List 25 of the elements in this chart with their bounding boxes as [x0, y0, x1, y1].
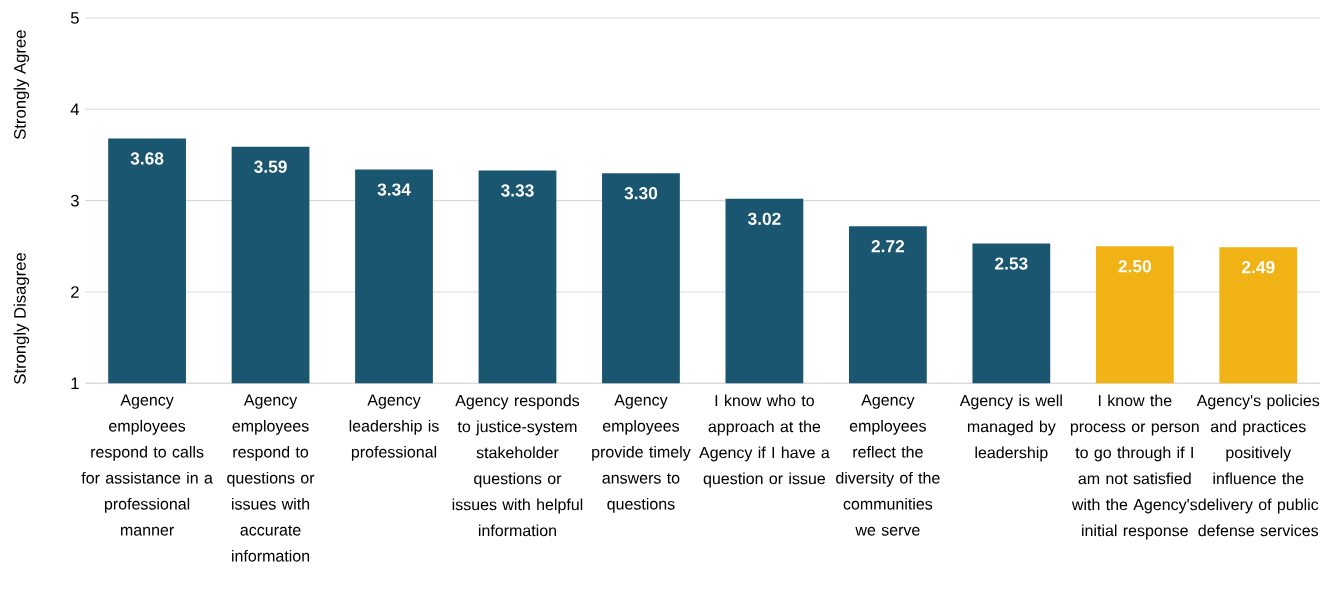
x-tick-label: Agency employees respond to calls for assistance in a professional manner	[81, 394, 213, 536]
data-label: 3.34	[377, 183, 411, 196]
text: Strongly Disagree	[13, 253, 30, 384]
x-tick-label: Agency responds to justice-system stakeholder questions or issues with helpful information	[452, 394, 583, 537]
data-label: 3.33	[501, 184, 534, 197]
data-label: 2.72	[871, 240, 905, 253]
y-tick-label: 5	[70, 12, 79, 24]
x-tick-label: Agency employees provide timely answers to questions	[592, 394, 691, 513]
text: Strongly Agree	[13, 30, 30, 140]
data-label: 2.49	[1242, 261, 1275, 274]
y-tick-label: 1	[71, 377, 79, 390]
x-tick-label: Agency employees respond to questions or issues with accurate information	[227, 394, 315, 562]
data-label: 3.59	[254, 160, 287, 173]
y-tick-label: 4	[70, 103, 80, 116]
y-tick-label: 3	[70, 194, 79, 207]
y-tick-label: 2	[71, 286, 79, 298]
x-tick-label: Agency employees reflect the diversity of the communities we serve	[836, 394, 940, 536]
x-tick-label: Agency leadership is professional	[349, 394, 439, 461]
x-tick-label: Agency is well managed by leadership	[959, 394, 1062, 462]
data-label: 2.53	[995, 257, 1028, 270]
data-label: 3.30	[624, 187, 658, 200]
data-label: 2.50	[1118, 260, 1151, 273]
data-label: 3.68	[130, 152, 164, 165]
data-label: 3.02	[747, 212, 781, 225]
x-tick-label: I know who to approach at the Agency if I have a question or issue	[699, 394, 830, 488]
